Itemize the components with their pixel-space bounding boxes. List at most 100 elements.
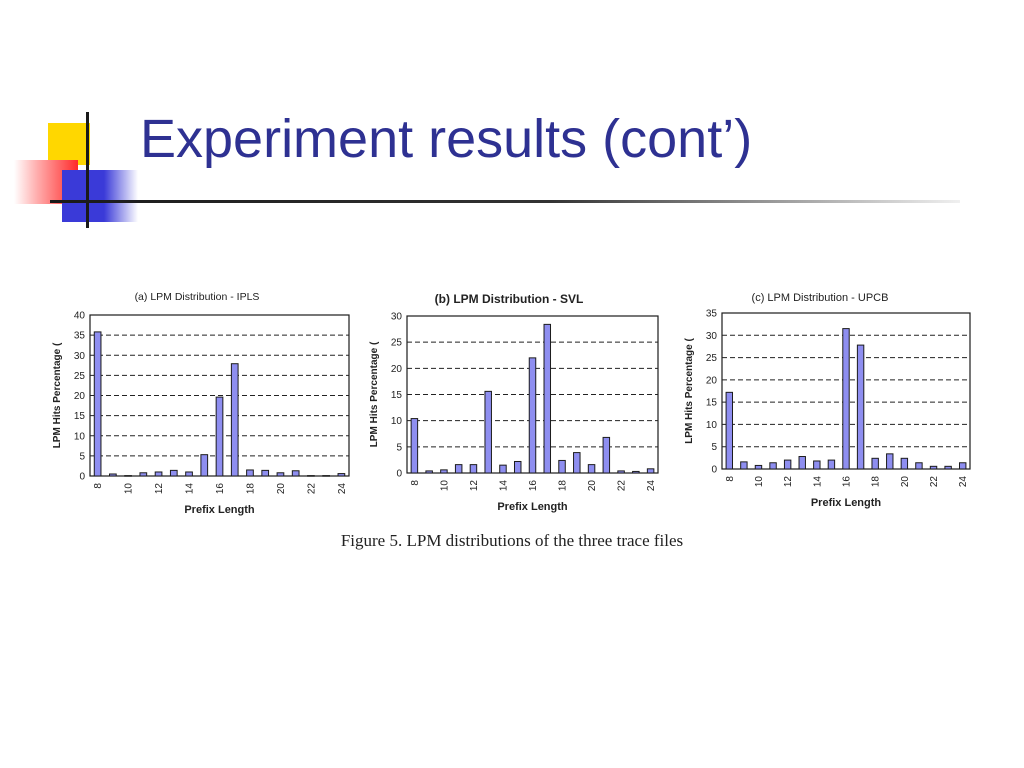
y-tick-label: 10 xyxy=(391,416,403,427)
y-tick-label: 35 xyxy=(74,331,86,342)
bar xyxy=(322,475,330,477)
bar xyxy=(856,344,865,470)
x-tick-label: 8 xyxy=(410,480,421,486)
bar xyxy=(124,475,132,477)
bar xyxy=(425,470,433,474)
bar xyxy=(454,464,463,474)
y-tick-label: 25 xyxy=(706,353,718,364)
bar xyxy=(246,469,254,477)
y-axis-label: LPM Hits Percentage ( xyxy=(369,341,380,447)
y-tick-label: 40 xyxy=(74,311,86,322)
bar xyxy=(915,462,923,470)
x-tick-label: 20 xyxy=(900,476,911,488)
bar xyxy=(813,460,821,470)
y-tick-label: 25 xyxy=(391,338,403,349)
bar xyxy=(215,396,224,477)
bar xyxy=(558,459,566,474)
bar xyxy=(154,471,163,477)
bar xyxy=(871,457,879,470)
y-tick-label: 20 xyxy=(74,391,86,402)
bar xyxy=(886,453,894,470)
bar xyxy=(929,465,938,470)
bar xyxy=(291,470,300,477)
x-tick-label: 20 xyxy=(587,480,598,492)
x-tick-label: 18 xyxy=(558,480,569,492)
bar xyxy=(410,418,419,474)
x-tick-label: 10 xyxy=(754,476,765,488)
accent-blue-fade xyxy=(104,170,138,222)
y-tick-label: 20 xyxy=(706,375,718,386)
bar xyxy=(740,461,748,470)
accent-blue-square xyxy=(62,170,104,222)
y-tick-label: 30 xyxy=(74,351,86,362)
y-tick-label: 20 xyxy=(391,364,403,375)
y-tick-label: 10 xyxy=(706,420,718,431)
bar xyxy=(900,457,909,470)
bar xyxy=(528,357,537,474)
y-axis-label: LPM Hits Percentage ( xyxy=(684,338,695,444)
bar xyxy=(513,460,522,474)
bar xyxy=(944,465,952,470)
bar xyxy=(725,391,734,470)
bar xyxy=(484,390,492,474)
y-tick-label: 0 xyxy=(79,472,85,483)
bar xyxy=(469,464,478,474)
bar xyxy=(440,469,448,474)
x-tick-label: 12 xyxy=(469,480,480,492)
x-tick-label: 24 xyxy=(646,480,657,492)
x-tick-label: 10 xyxy=(124,483,135,495)
y-tick-label: 15 xyxy=(391,390,403,401)
y-tick-label: 5 xyxy=(396,442,402,453)
x-tick-label: 18 xyxy=(871,476,882,488)
y-tick-label: 5 xyxy=(711,442,717,453)
chart-title: (c) LPM Distribution - UPCB xyxy=(752,292,889,304)
bar xyxy=(783,459,792,470)
x-tick-label: 22 xyxy=(929,476,940,488)
bar xyxy=(587,464,596,474)
bar xyxy=(632,470,640,474)
bar xyxy=(958,462,967,470)
x-tick-label: 12 xyxy=(783,476,794,488)
bar xyxy=(499,464,507,474)
x-tick-label: 20 xyxy=(276,483,287,495)
bar xyxy=(602,436,611,474)
y-tick-label: 0 xyxy=(396,469,402,480)
bar xyxy=(573,452,581,474)
accent-yellow-square xyxy=(48,123,90,165)
figure-caption: Figure 5. LPM distributions of the three… xyxy=(340,531,684,550)
bar xyxy=(93,331,102,477)
x-tick-label: 14 xyxy=(185,483,196,495)
y-axis-label: LPM Hits Percentage ( xyxy=(52,342,63,448)
bar xyxy=(842,328,850,470)
x-tick-label: 12 xyxy=(154,483,165,495)
x-tick-label: 24 xyxy=(958,476,969,488)
x-tick-label: 14 xyxy=(812,476,823,488)
y-tick-label: 30 xyxy=(706,331,718,342)
slide-title: Experiment results (cont’) xyxy=(140,109,753,169)
bar xyxy=(109,473,117,477)
bar xyxy=(543,323,552,474)
bar xyxy=(230,363,239,477)
chart-title: (a) LPM Distribution - IPLS xyxy=(135,291,260,303)
x-tick-label: 22 xyxy=(306,483,317,495)
bar xyxy=(307,475,315,477)
y-tick-label: 30 xyxy=(391,312,403,323)
bar xyxy=(798,456,806,470)
bar xyxy=(827,459,836,470)
x-axis-label: Prefix Length xyxy=(184,504,255,516)
x-tick-label: 10 xyxy=(439,480,450,492)
bar xyxy=(617,470,625,474)
bar xyxy=(754,464,763,470)
y-tick-label: 5 xyxy=(79,451,85,462)
bar xyxy=(200,454,209,477)
bar xyxy=(646,468,655,474)
x-tick-label: 16 xyxy=(215,483,226,495)
x-tick-label: 8 xyxy=(93,483,104,489)
y-tick-label: 35 xyxy=(706,309,718,320)
title-vertical-rule xyxy=(86,112,89,228)
chart-title: (b) LPM Distribution - SVL xyxy=(435,292,584,306)
bar xyxy=(337,473,346,477)
x-tick-label: 18 xyxy=(245,483,256,495)
y-tick-label: 15 xyxy=(706,398,718,409)
